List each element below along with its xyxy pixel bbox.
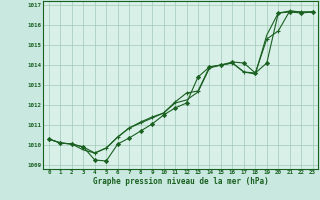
X-axis label: Graphe pression niveau de la mer (hPa): Graphe pression niveau de la mer (hPa) [93,177,269,186]
